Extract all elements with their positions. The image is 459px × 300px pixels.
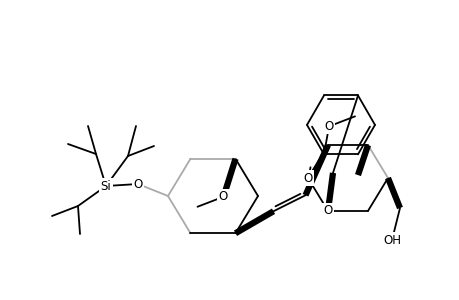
Text: OH: OH (382, 233, 400, 247)
Text: O: O (218, 190, 228, 203)
Text: O: O (324, 120, 333, 133)
Text: O: O (133, 178, 142, 190)
Text: Si: Si (101, 179, 111, 193)
Text: O: O (323, 204, 332, 218)
Text: O: O (303, 172, 312, 184)
